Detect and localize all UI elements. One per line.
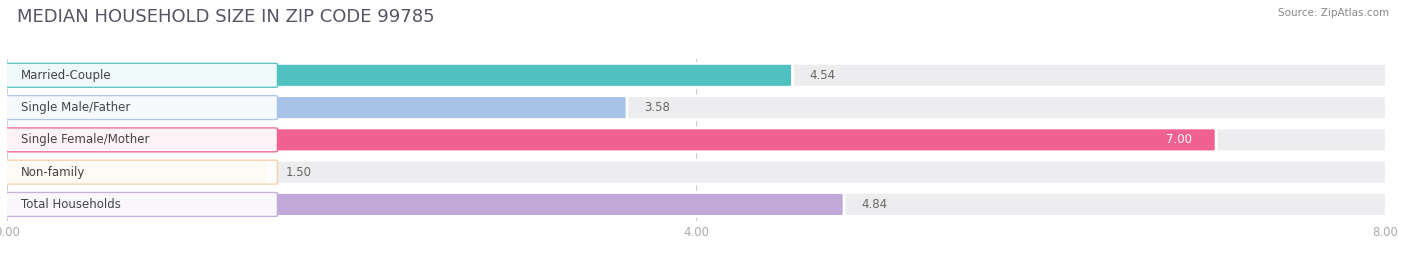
FancyBboxPatch shape <box>4 160 277 184</box>
FancyBboxPatch shape <box>4 128 1388 152</box>
FancyBboxPatch shape <box>4 160 269 184</box>
Text: 4.84: 4.84 <box>862 198 887 211</box>
Text: 7.00: 7.00 <box>1166 133 1192 146</box>
Text: 4.54: 4.54 <box>810 69 835 82</box>
FancyBboxPatch shape <box>4 160 1388 184</box>
FancyBboxPatch shape <box>4 96 277 119</box>
FancyBboxPatch shape <box>4 96 1388 119</box>
FancyBboxPatch shape <box>4 96 627 119</box>
FancyBboxPatch shape <box>4 193 277 216</box>
FancyBboxPatch shape <box>4 128 1216 152</box>
Text: Source: ZipAtlas.com: Source: ZipAtlas.com <box>1278 8 1389 18</box>
FancyBboxPatch shape <box>4 193 1388 216</box>
Text: Married-Couple: Married-Couple <box>21 69 111 82</box>
FancyBboxPatch shape <box>4 63 793 87</box>
Text: 3.58: 3.58 <box>644 101 671 114</box>
Text: Non-family: Non-family <box>21 166 86 179</box>
Text: Single Male/Father: Single Male/Father <box>21 101 131 114</box>
Text: Single Female/Mother: Single Female/Mother <box>21 133 149 146</box>
Text: Total Households: Total Households <box>21 198 121 211</box>
FancyBboxPatch shape <box>4 128 277 152</box>
FancyBboxPatch shape <box>4 63 1388 87</box>
FancyBboxPatch shape <box>4 63 277 87</box>
FancyBboxPatch shape <box>4 193 844 216</box>
Text: 1.50: 1.50 <box>285 166 312 179</box>
Text: MEDIAN HOUSEHOLD SIZE IN ZIP CODE 99785: MEDIAN HOUSEHOLD SIZE IN ZIP CODE 99785 <box>17 8 434 26</box>
